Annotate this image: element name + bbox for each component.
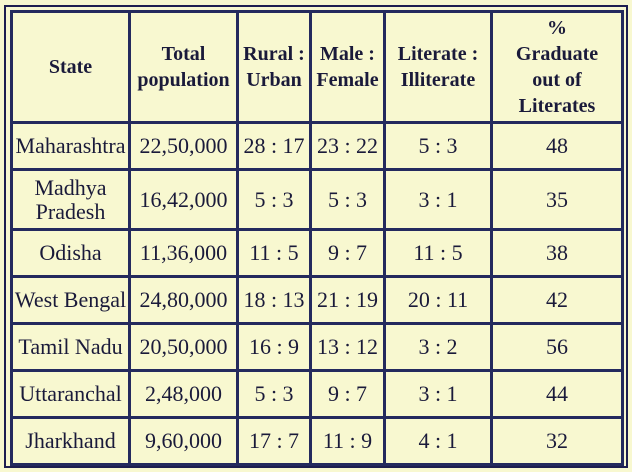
cell-state: Jharkhand: [10, 416, 131, 466]
cell-population: 2,48,000: [128, 369, 239, 419]
cell-male-female: 9 : 7: [309, 228, 386, 278]
table-row: Jharkhand 9,60,000 17 : 7 11 : 9 4 : 1 3…: [10, 416, 624, 466]
header-row: State Total population Rural : Urban Mal…: [10, 10, 624, 124]
cell-graduate-percent: 35: [490, 168, 624, 231]
table-row: Madhya Pradesh 16,42,000 5 : 3 5 : 3 3 :…: [10, 168, 624, 231]
cell-state: Odisha: [10, 228, 131, 278]
cell-literate-illiterate: 11 : 5: [383, 228, 493, 278]
cell-rural-urban: 11 : 5: [236, 228, 312, 278]
cell-male-female: 23 : 22: [309, 121, 386, 171]
cell-state: Uttaranchal: [10, 369, 131, 419]
cell-rural-urban: 28 : 17: [236, 121, 312, 171]
table-row: Uttaranchal 2,48,000 5 : 3 9 : 7 3 : 1 4…: [10, 369, 624, 419]
cell-population: 16,42,000: [128, 168, 239, 231]
cell-graduate-percent: 48: [490, 121, 624, 171]
cell-population: 22,50,000: [128, 121, 239, 171]
header-graduate-percent: % Graduate out of Literates: [490, 10, 624, 124]
table-row: Odisha 11,36,000 11 : 5 9 : 7 11 : 5 38: [10, 228, 624, 278]
cell-graduate-percent: 32: [490, 416, 624, 466]
cell-population: 20,50,000: [128, 322, 239, 372]
cell-graduate-percent: 42: [490, 275, 624, 325]
header-male-female: Male : Female: [309, 10, 386, 124]
cell-state: Maharashtra: [10, 121, 131, 171]
cell-literate-illiterate: 3 : 1: [383, 168, 493, 231]
cell-literate-illiterate: 4 : 1: [383, 416, 493, 466]
cell-male-female: 9 : 7: [309, 369, 386, 419]
cell-population: 9,60,000: [128, 416, 239, 466]
header-literate-illiterate: Literate : Illiterate: [383, 10, 493, 124]
header-state: State: [10, 10, 131, 124]
cell-literate-illiterate: 3 : 2: [383, 322, 493, 372]
header-total-population: Total population: [128, 10, 239, 124]
cell-rural-urban: 5 : 3: [236, 369, 312, 419]
cell-rural-urban: 5 : 3: [236, 168, 312, 231]
cell-state: West Bengal: [10, 275, 131, 325]
cell-rural-urban: 16 : 9: [236, 322, 312, 372]
cell-state: Tamil Nadu: [10, 322, 131, 372]
cell-population: 11,36,000: [128, 228, 239, 278]
table-row: Maharashtra 22,50,000 28 : 17 23 : 22 5 …: [10, 121, 624, 171]
table-frame: [4, 5, 628, 468]
cell-literate-illiterate: 5 : 3: [383, 121, 493, 171]
state-statistics-table: State Total population Rural : Urban Mal…: [10, 10, 624, 466]
cell-graduate-percent: 44: [490, 369, 624, 419]
cell-male-female: 11 : 9: [309, 416, 386, 466]
cell-male-female: 13 : 12: [309, 322, 386, 372]
table-row: West Bengal 24,80,000 18 : 13 21 : 19 20…: [10, 275, 624, 325]
cell-population: 24,80,000: [128, 275, 239, 325]
cell-literate-illiterate: 20 : 11: [383, 275, 493, 325]
cell-male-female: 21 : 19: [309, 275, 386, 325]
cell-male-female: 5 : 3: [309, 168, 386, 231]
cell-rural-urban: 17 : 7: [236, 416, 312, 466]
cell-literate-illiterate: 3 : 1: [383, 369, 493, 419]
cell-rural-urban: 18 : 13: [236, 275, 312, 325]
cell-graduate-percent: 56: [490, 322, 624, 372]
table-row: Tamil Nadu 20,50,000 16 : 9 13 : 12 3 : …: [10, 322, 624, 372]
header-rural-urban: Rural : Urban: [236, 10, 312, 124]
cell-state: Madhya Pradesh: [10, 168, 131, 231]
cell-graduate-percent: 38: [490, 228, 624, 278]
